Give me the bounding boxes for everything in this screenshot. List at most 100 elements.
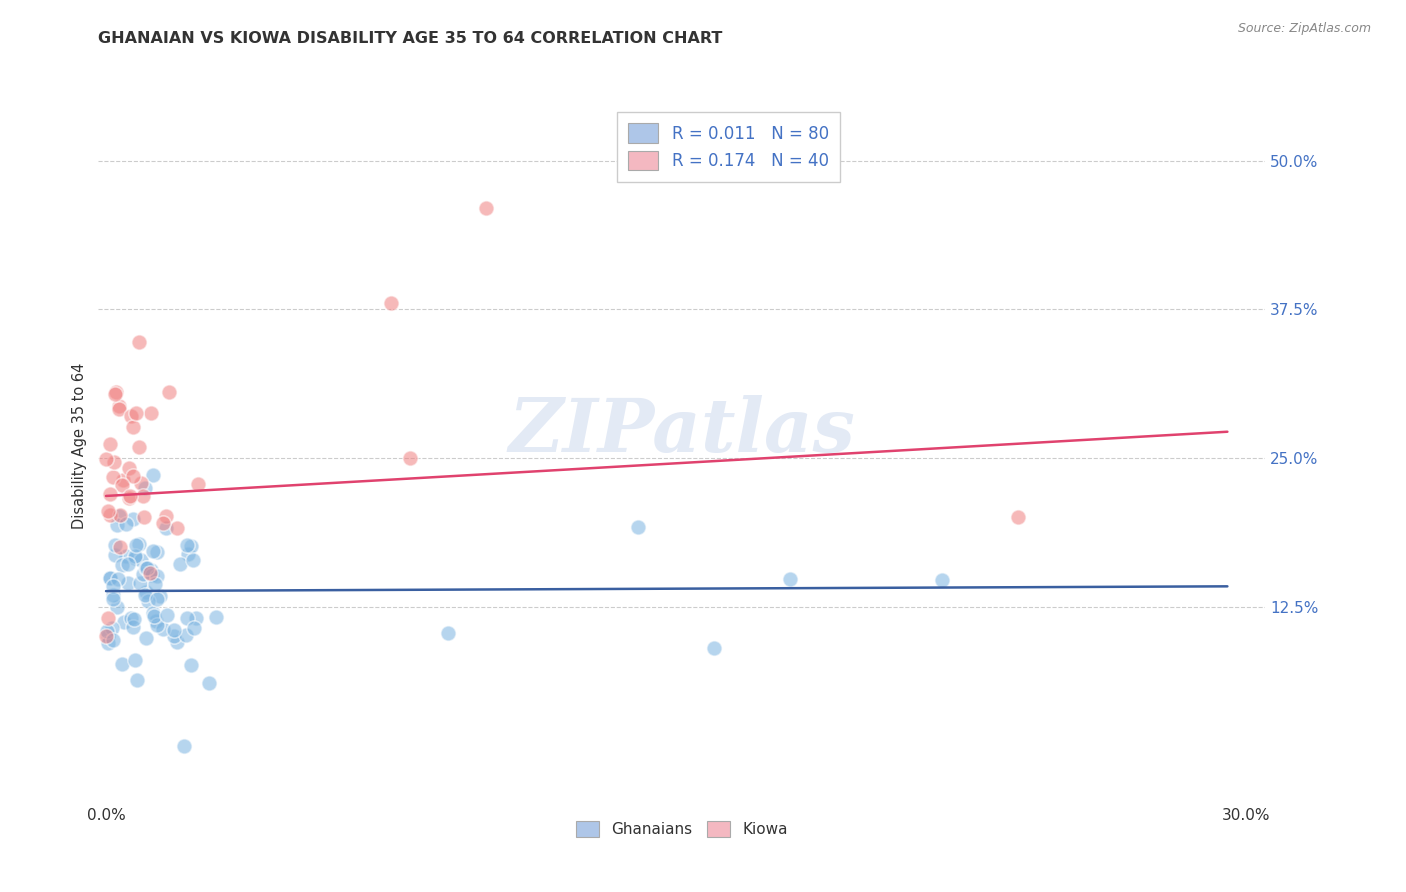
Point bbox=[169, 557, 191, 571]
Point bbox=[103, 455, 125, 469]
Point bbox=[146, 618, 169, 632]
Point bbox=[180, 657, 202, 672]
Point bbox=[135, 560, 157, 574]
Point bbox=[105, 517, 128, 532]
Point bbox=[124, 538, 146, 552]
Point bbox=[115, 517, 138, 532]
Point bbox=[180, 539, 202, 553]
Point bbox=[142, 544, 165, 558]
Point bbox=[132, 510, 155, 524]
Point bbox=[183, 621, 205, 635]
Point bbox=[146, 592, 169, 607]
Text: GHANAIAN VS KIOWA DISABILITY AGE 35 TO 64 CORRELATION CHART: GHANAIAN VS KIOWA DISABILITY AGE 35 TO 6… bbox=[98, 31, 723, 46]
Point bbox=[703, 641, 725, 656]
Point bbox=[118, 491, 141, 506]
Text: Source: ZipAtlas.com: Source: ZipAtlas.com bbox=[1237, 22, 1371, 36]
Point bbox=[111, 558, 134, 572]
Point bbox=[145, 568, 167, 582]
Point bbox=[97, 629, 120, 643]
Point bbox=[145, 614, 167, 628]
Point bbox=[163, 629, 186, 643]
Point bbox=[105, 600, 128, 615]
Point bbox=[101, 621, 124, 635]
Point bbox=[114, 615, 136, 630]
Point bbox=[135, 584, 157, 599]
Point bbox=[129, 475, 152, 490]
Point bbox=[155, 508, 177, 523]
Point bbox=[174, 628, 197, 642]
Point bbox=[157, 384, 180, 399]
Point bbox=[141, 406, 163, 420]
Point bbox=[142, 467, 165, 482]
Point bbox=[183, 553, 205, 567]
Point bbox=[98, 508, 121, 523]
Point bbox=[134, 588, 156, 602]
Point bbox=[176, 547, 198, 561]
Point bbox=[104, 538, 127, 552]
Point bbox=[136, 560, 159, 574]
Point bbox=[139, 563, 162, 577]
Point bbox=[104, 384, 127, 399]
Point bbox=[173, 739, 195, 753]
Point bbox=[108, 541, 131, 555]
Point bbox=[143, 576, 166, 591]
Point bbox=[111, 473, 134, 487]
Text: ZIPatlas: ZIPatlas bbox=[509, 395, 855, 468]
Point bbox=[118, 489, 141, 503]
Point bbox=[380, 296, 402, 310]
Point bbox=[187, 477, 209, 491]
Point bbox=[399, 450, 422, 465]
Point bbox=[125, 405, 148, 419]
Point bbox=[124, 550, 146, 565]
Point bbox=[117, 576, 139, 591]
Point bbox=[129, 553, 152, 567]
Point bbox=[117, 558, 139, 572]
Point bbox=[97, 636, 120, 650]
Point bbox=[101, 470, 124, 484]
Point bbox=[115, 549, 138, 564]
Point bbox=[186, 611, 208, 625]
Point bbox=[931, 573, 953, 587]
Point bbox=[120, 409, 142, 423]
Point bbox=[135, 631, 157, 645]
Point bbox=[97, 611, 120, 625]
Point bbox=[117, 461, 139, 475]
Point bbox=[125, 673, 148, 688]
Point bbox=[107, 509, 129, 524]
Point bbox=[128, 537, 150, 551]
Point bbox=[96, 629, 118, 643]
Point bbox=[128, 440, 150, 454]
Point bbox=[197, 676, 219, 690]
Point bbox=[166, 521, 188, 535]
Point bbox=[124, 653, 146, 667]
Point bbox=[163, 623, 186, 637]
Point bbox=[101, 579, 124, 593]
Point bbox=[98, 487, 121, 501]
Point bbox=[120, 611, 142, 625]
Point bbox=[108, 508, 131, 523]
Point bbox=[100, 571, 122, 585]
Point bbox=[1007, 510, 1029, 524]
Point bbox=[122, 420, 145, 434]
Point bbox=[111, 477, 134, 491]
Point bbox=[141, 568, 163, 582]
Point bbox=[107, 572, 129, 586]
Point bbox=[129, 575, 152, 590]
Point bbox=[101, 632, 124, 647]
Point bbox=[149, 589, 172, 603]
Point bbox=[155, 521, 177, 535]
Point bbox=[132, 489, 155, 503]
Point bbox=[176, 611, 198, 625]
Point bbox=[104, 386, 127, 401]
Point bbox=[107, 399, 129, 413]
Point bbox=[98, 571, 121, 585]
Point bbox=[166, 634, 188, 648]
Point bbox=[779, 572, 801, 586]
Point bbox=[139, 566, 162, 581]
Point bbox=[107, 402, 129, 417]
Y-axis label: Disability Age 35 to 64: Disability Age 35 to 64 bbox=[72, 363, 87, 529]
Point bbox=[111, 657, 134, 672]
Point bbox=[97, 504, 120, 518]
Point bbox=[96, 624, 118, 639]
Point bbox=[152, 623, 174, 637]
